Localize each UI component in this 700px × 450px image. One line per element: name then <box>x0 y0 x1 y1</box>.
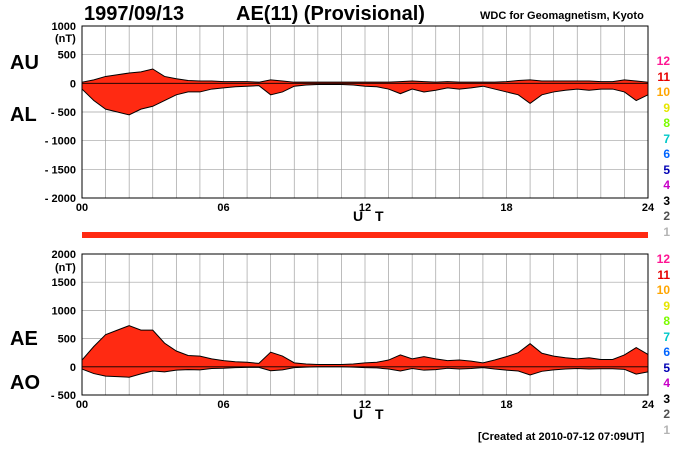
y-tick-label: - 500 <box>51 390 76 402</box>
date-label: 1997/09/13 <box>84 3 185 25</box>
y-tick-label: - 1000 <box>45 136 76 148</box>
x-tick-label: 24 <box>642 202 655 214</box>
x-tick-label: 06 <box>217 399 229 411</box>
legend-top: 12 11 10 9 8 7 6 5 4 3 2 1 <box>650 54 670 240</box>
organization-label: WDC for Geomagnetism, Kyoto <box>480 10 644 22</box>
y-tick-label: 0 <box>70 78 76 90</box>
series-label-au: AU <box>10 52 39 74</box>
plot-frame <box>81 25 649 199</box>
y-tick-label: 1500 <box>52 277 76 289</box>
legend-item: 10 <box>656 85 670 99</box>
y-tick-label: 2000 <box>52 249 76 261</box>
legend-item: 6 <box>663 345 670 359</box>
top-x-label: U T <box>353 208 388 224</box>
legend-item: 3 <box>663 391 670 406</box>
legend-item: 5 <box>663 360 670 375</box>
y-tick-label: - 500 <box>51 107 76 119</box>
legend-item: 7 <box>663 329 670 344</box>
legend-item: 12 <box>656 54 670 68</box>
x-tick-label: 18 <box>500 399 512 411</box>
series-label-al: AL <box>10 104 37 126</box>
created-timestamp: [Created at 2010-07-12 07:09UT] <box>478 431 645 443</box>
legend-item: 11 <box>657 69 670 84</box>
bottom-x-label: U T <box>353 406 388 422</box>
plot-frame <box>81 253 649 396</box>
bottom-y-unit: (nT) <box>55 262 76 274</box>
series-label-ae: AE <box>10 328 38 350</box>
x-tick-label: 12 <box>359 399 371 411</box>
series-line-ae <box>81 325 649 366</box>
legend-item: 2 <box>663 407 670 421</box>
legend-item: 11 <box>657 267 670 282</box>
legend-item: 4 <box>663 376 670 390</box>
data-quality-bar <box>82 232 648 238</box>
x-tick-label: 00 <box>76 202 88 214</box>
x-tick-label: 12 <box>359 202 371 214</box>
x-tick-label: 00 <box>76 399 88 411</box>
x-tick-label: 06 <box>217 202 229 214</box>
legend-item: 2 <box>663 209 670 223</box>
y-tick-label: 500 <box>58 334 76 346</box>
x-tick-label: 18 <box>500 202 512 214</box>
x-tick-label: 24 <box>642 399 655 411</box>
legend-item: 1 <box>663 422 670 437</box>
legend-item: 8 <box>663 116 670 130</box>
chart-title: AE(11) (Provisional) <box>236 3 425 25</box>
series-line-al <box>81 83 649 116</box>
legend-bottom: 12 11 10 9 8 7 6 5 4 3 2 1 <box>650 252 670 438</box>
series-line-ao <box>81 366 649 378</box>
legend-item: 4 <box>663 178 670 192</box>
legend-item: 12 <box>656 252 670 266</box>
legend-item: 5 <box>663 162 670 177</box>
y-tick-label: 0 <box>70 362 76 374</box>
legend-item: 3 <box>663 193 670 208</box>
series-line-au <box>81 68 649 83</box>
y-tick-label: - 2000 <box>45 193 76 205</box>
legend-item: 9 <box>663 298 670 313</box>
legend-item: 6 <box>663 147 670 161</box>
legend-item: 1 <box>663 224 670 239</box>
series-label-ao: AO <box>10 372 40 394</box>
y-tick-label: 500 <box>58 50 76 62</box>
legend-item: 10 <box>656 283 670 297</box>
top-y-unit: (nT) <box>55 33 76 45</box>
y-tick-label: - 1500 <box>45 164 76 176</box>
legend-item: 7 <box>663 131 670 146</box>
area-fill <box>82 325 648 378</box>
y-tick-label: 1000 <box>52 21 76 33</box>
legend-item: 8 <box>663 314 670 328</box>
y-tick-label: 1000 <box>52 305 76 317</box>
legend-item: 9 <box>663 100 670 115</box>
